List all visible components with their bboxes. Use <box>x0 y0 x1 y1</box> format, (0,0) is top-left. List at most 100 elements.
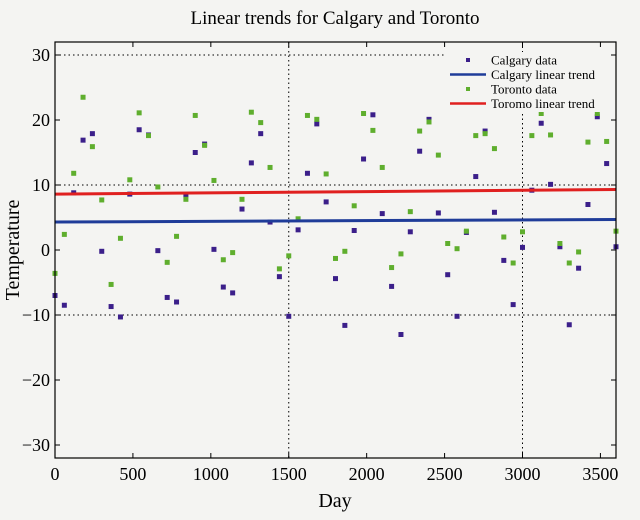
data-point <box>454 246 460 252</box>
data-point <box>192 150 198 155</box>
data-point <box>463 228 469 234</box>
data-point <box>426 119 432 125</box>
data-point <box>370 127 376 133</box>
data-point <box>398 251 404 257</box>
data-point <box>146 133 151 139</box>
data-point <box>426 116 432 122</box>
data-point <box>407 229 413 235</box>
data-marks <box>52 94 619 337</box>
data-point <box>89 144 95 150</box>
data-point <box>174 299 180 305</box>
data-point <box>202 142 208 148</box>
legend-background <box>445 52 611 112</box>
data-point <box>174 233 180 239</box>
data-point <box>286 253 292 259</box>
data-point <box>435 152 441 158</box>
legend-label: Toromo linear trend <box>491 96 595 111</box>
y-tick-label: 10 <box>32 175 50 195</box>
data-point <box>192 112 198 118</box>
axis-ticks: 0 500 1000 1500 2000 2500 3000 3500 −30 −20 −10 0 10… <box>22 42 618 484</box>
data-point <box>333 276 338 282</box>
data-point <box>333 255 338 261</box>
data-point <box>239 206 245 212</box>
x-tick-label: 1000 <box>193 464 229 484</box>
x-tick-label: 2000 <box>349 464 385 484</box>
x-tick-label: 3000 <box>505 464 541 484</box>
y-tick-label: −20 <box>22 370 50 390</box>
data-point <box>99 248 105 254</box>
trend-line <box>54 188 617 196</box>
x-axis-label: Day <box>318 490 351 512</box>
data-point <box>538 120 544 126</box>
data-point <box>80 94 86 100</box>
data-point <box>585 139 591 145</box>
data-point <box>557 241 563 246</box>
y-axis-label: Temperature <box>2 199 24 300</box>
data-point <box>473 133 479 139</box>
x-tick-label: 2500 <box>427 464 463 484</box>
data-point <box>61 231 67 237</box>
data-point <box>501 257 507 263</box>
data-point <box>557 244 563 250</box>
data-point <box>258 131 264 137</box>
data-point <box>407 209 413 215</box>
data-point <box>454 313 460 319</box>
data-point <box>538 111 544 116</box>
data-point <box>108 281 114 287</box>
data-point <box>548 181 554 187</box>
data-point <box>548 132 554 138</box>
x-tick-label: 1500 <box>271 464 307 484</box>
data-point <box>510 302 516 308</box>
data-point <box>183 196 189 202</box>
data-point <box>286 313 292 319</box>
data-point <box>304 112 310 118</box>
data-point <box>314 121 320 127</box>
data-point <box>491 209 497 215</box>
data-point <box>136 127 142 133</box>
data-point <box>361 156 367 162</box>
data-point <box>295 216 301 222</box>
data-point <box>576 249 582 255</box>
data-point <box>99 197 105 203</box>
data-point <box>314 116 320 122</box>
legend-label: Toronto data <box>491 82 557 97</box>
data-point <box>117 314 123 320</box>
data-point <box>108 304 114 310</box>
data-point <box>361 111 367 116</box>
data-point <box>529 133 535 139</box>
data-point <box>379 211 385 217</box>
legend-marker <box>466 87 470 91</box>
data-point <box>520 244 525 250</box>
data-point <box>566 260 572 266</box>
data-point <box>594 114 600 120</box>
data-point <box>239 196 245 202</box>
y-tick-label: −10 <box>22 305 50 325</box>
data-point <box>342 322 348 328</box>
data-point <box>473 174 479 180</box>
data-point <box>585 202 591 207</box>
data-point <box>211 177 217 183</box>
data-point <box>80 137 86 143</box>
y-tick-label: −30 <box>22 435 50 455</box>
data-point <box>89 131 95 137</box>
legend-marker <box>466 58 470 62</box>
data-point <box>417 148 423 154</box>
x-tick-label: 3500 <box>582 464 618 484</box>
data-point <box>398 332 404 337</box>
data-point <box>370 112 376 118</box>
data-point <box>183 192 189 198</box>
data-point <box>258 120 264 126</box>
data-point <box>604 161 610 167</box>
trend-line <box>54 217 617 224</box>
y-tick-label: 20 <box>32 110 50 130</box>
data-point <box>155 248 161 254</box>
data-point <box>136 110 142 116</box>
x-tick-label: 500 <box>119 464 146 484</box>
data-point <box>520 229 525 235</box>
data-point <box>501 234 507 240</box>
data-point <box>220 257 226 263</box>
legend-label: Calgary linear trend <box>491 67 595 82</box>
data-point <box>276 266 282 272</box>
data-point <box>594 111 600 116</box>
